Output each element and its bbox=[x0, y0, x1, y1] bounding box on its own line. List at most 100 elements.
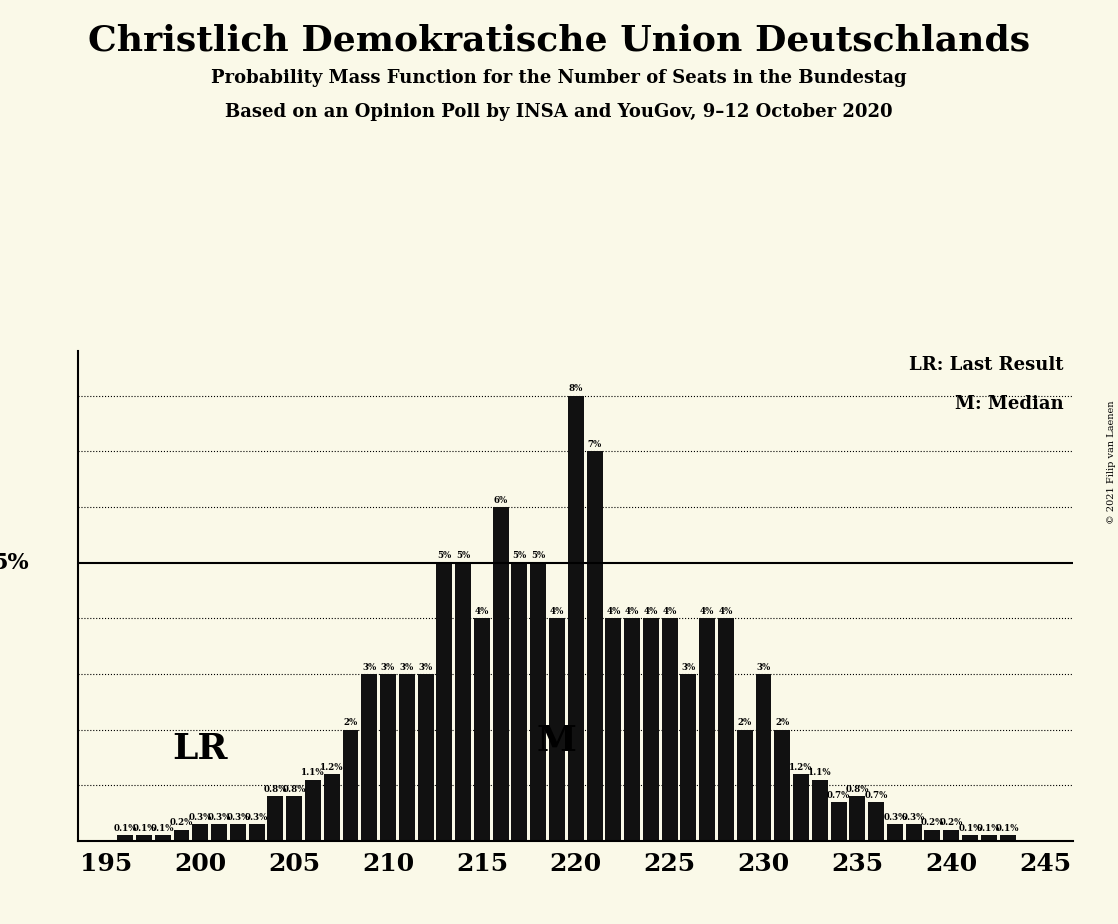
Text: 0.1%: 0.1% bbox=[958, 824, 982, 833]
Text: 0.1%: 0.1% bbox=[132, 824, 155, 833]
Text: 8%: 8% bbox=[569, 384, 582, 394]
Text: 0.2%: 0.2% bbox=[939, 819, 963, 828]
Bar bbox=[699, 618, 716, 841]
Text: 5%: 5% bbox=[512, 552, 527, 560]
Bar bbox=[869, 802, 884, 841]
Text: LR: LR bbox=[172, 732, 228, 766]
Text: 1.2%: 1.2% bbox=[789, 763, 813, 772]
Text: 0.8%: 0.8% bbox=[264, 785, 287, 794]
Bar bbox=[305, 780, 321, 841]
Bar bbox=[474, 618, 490, 841]
Text: 1.1%: 1.1% bbox=[808, 769, 832, 777]
Text: 0.3%: 0.3% bbox=[189, 813, 212, 822]
Text: 0.8%: 0.8% bbox=[283, 785, 306, 794]
Bar bbox=[173, 830, 189, 841]
Text: 0.3%: 0.3% bbox=[883, 813, 907, 822]
Bar bbox=[361, 674, 377, 841]
Text: 4%: 4% bbox=[550, 607, 565, 616]
Bar bbox=[267, 796, 283, 841]
Bar bbox=[455, 563, 471, 841]
Bar bbox=[756, 674, 771, 841]
Bar bbox=[211, 824, 227, 841]
Text: 1.1%: 1.1% bbox=[301, 769, 324, 777]
Text: Christlich Demokratische Union Deutschlands: Christlich Demokratische Union Deutschla… bbox=[88, 23, 1030, 57]
Bar bbox=[831, 802, 846, 841]
Text: 2%: 2% bbox=[775, 718, 789, 727]
Bar bbox=[624, 618, 641, 841]
Bar bbox=[324, 774, 340, 841]
Bar bbox=[643, 618, 659, 841]
Text: 3%: 3% bbox=[681, 663, 695, 672]
Text: 5%: 5% bbox=[0, 552, 29, 574]
Text: 3%: 3% bbox=[418, 663, 433, 672]
Bar bbox=[248, 824, 265, 841]
Text: 2%: 2% bbox=[738, 718, 752, 727]
Bar bbox=[568, 395, 584, 841]
Bar bbox=[887, 824, 903, 841]
Bar bbox=[718, 618, 733, 841]
Text: 0.7%: 0.7% bbox=[827, 791, 851, 799]
Text: LR: Last Result: LR: Last Result bbox=[909, 356, 1063, 374]
Text: 4%: 4% bbox=[663, 607, 676, 616]
Text: 3%: 3% bbox=[399, 663, 414, 672]
Text: 2%: 2% bbox=[343, 718, 358, 727]
Bar bbox=[775, 730, 790, 841]
Text: 7%: 7% bbox=[587, 440, 601, 449]
Text: 5%: 5% bbox=[531, 552, 546, 560]
Bar bbox=[944, 830, 959, 841]
Bar bbox=[154, 835, 171, 841]
Bar bbox=[605, 618, 622, 841]
Bar bbox=[662, 618, 678, 841]
Bar bbox=[342, 730, 359, 841]
Text: 4%: 4% bbox=[719, 607, 733, 616]
Text: 0.2%: 0.2% bbox=[170, 819, 193, 828]
Bar bbox=[418, 674, 434, 841]
Text: 0.3%: 0.3% bbox=[207, 813, 230, 822]
Text: 4%: 4% bbox=[700, 607, 714, 616]
Bar bbox=[793, 774, 809, 841]
Bar bbox=[963, 835, 978, 841]
Text: 4%: 4% bbox=[475, 607, 489, 616]
Text: 6%: 6% bbox=[493, 495, 508, 505]
Text: 0.3%: 0.3% bbox=[245, 813, 268, 822]
Bar bbox=[286, 796, 302, 841]
Text: 0.8%: 0.8% bbox=[845, 785, 869, 794]
Bar bbox=[399, 674, 415, 841]
Bar bbox=[587, 451, 603, 841]
Text: 3%: 3% bbox=[362, 663, 377, 672]
Text: © 2021 Filip van Laenen: © 2021 Filip van Laenen bbox=[1107, 400, 1116, 524]
Bar bbox=[737, 730, 752, 841]
Text: 3%: 3% bbox=[757, 663, 770, 672]
Text: 4%: 4% bbox=[644, 607, 659, 616]
Text: 0.3%: 0.3% bbox=[902, 813, 926, 822]
Text: 5%: 5% bbox=[456, 552, 471, 560]
Text: Based on an Opinion Poll by INSA and YouGov, 9–12 October 2020: Based on an Opinion Poll by INSA and You… bbox=[225, 103, 893, 121]
Bar bbox=[493, 507, 509, 841]
Bar bbox=[980, 835, 997, 841]
Bar bbox=[850, 796, 865, 841]
Text: 1.2%: 1.2% bbox=[320, 763, 343, 772]
Bar bbox=[136, 835, 152, 841]
Text: 0.1%: 0.1% bbox=[151, 824, 174, 833]
Bar bbox=[511, 563, 528, 841]
Bar bbox=[230, 824, 246, 841]
Bar bbox=[436, 563, 453, 841]
Bar bbox=[192, 824, 208, 841]
Text: 4%: 4% bbox=[625, 607, 639, 616]
Bar bbox=[549, 618, 565, 841]
Bar bbox=[925, 830, 940, 841]
Text: 0.1%: 0.1% bbox=[977, 824, 1001, 833]
Text: 4%: 4% bbox=[606, 607, 620, 616]
Text: Probability Mass Function for the Number of Seats in the Bundestag: Probability Mass Function for the Number… bbox=[211, 69, 907, 87]
Bar bbox=[380, 674, 396, 841]
Bar bbox=[530, 563, 547, 841]
Text: 0.2%: 0.2% bbox=[921, 819, 945, 828]
Text: 0.1%: 0.1% bbox=[996, 824, 1020, 833]
Text: 0.1%: 0.1% bbox=[113, 824, 136, 833]
Bar bbox=[906, 824, 921, 841]
Bar bbox=[812, 780, 827, 841]
Text: 0.7%: 0.7% bbox=[864, 791, 888, 799]
Bar bbox=[117, 835, 133, 841]
Bar bbox=[681, 674, 697, 841]
Text: 5%: 5% bbox=[437, 552, 452, 560]
